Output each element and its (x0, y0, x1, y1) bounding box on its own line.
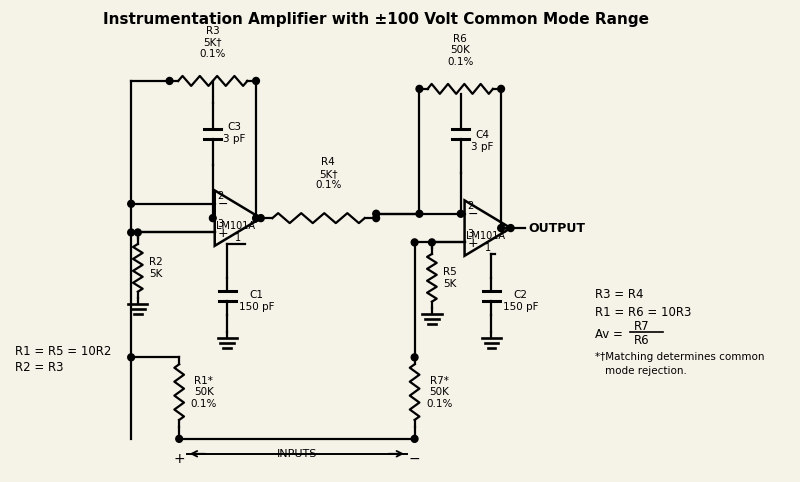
Circle shape (373, 214, 379, 222)
Circle shape (416, 85, 422, 93)
Circle shape (166, 78, 173, 84)
Circle shape (411, 435, 418, 442)
Text: +: + (174, 452, 185, 466)
Circle shape (258, 214, 264, 222)
Text: 2: 2 (218, 191, 224, 201)
Text: R2
5K: R2 5K (150, 257, 163, 279)
Text: Av =: Av = (595, 328, 623, 341)
Text: R1 = R5 = 10R2: R1 = R5 = 10R2 (15, 345, 111, 358)
Text: C1
150 pF: C1 150 pF (238, 290, 274, 312)
Circle shape (416, 210, 422, 217)
Text: OUTPUT: OUTPUT (528, 222, 585, 235)
Text: *†Matching determines common: *†Matching determines common (595, 352, 765, 362)
Text: 1: 1 (485, 243, 490, 253)
Text: R6
50K
0.1%: R6 50K 0.1% (447, 34, 474, 67)
Circle shape (128, 229, 134, 236)
Text: R3 = R4: R3 = R4 (595, 288, 644, 301)
Text: 3: 3 (467, 229, 474, 240)
Circle shape (176, 435, 182, 442)
Text: 6: 6 (251, 215, 257, 225)
Circle shape (134, 229, 142, 236)
Text: −: − (467, 208, 478, 221)
Text: R2 = R3: R2 = R3 (15, 361, 63, 374)
Text: R3
5K†
0.1%: R3 5K† 0.1% (200, 26, 226, 59)
Text: R1 = R6 = 10R3: R1 = R6 = 10R3 (595, 306, 692, 319)
Text: LM101A: LM101A (216, 221, 255, 231)
Circle shape (498, 85, 505, 93)
Circle shape (429, 239, 435, 246)
Text: 3: 3 (218, 219, 224, 229)
Text: R6: R6 (634, 334, 650, 347)
Circle shape (210, 214, 216, 222)
Circle shape (411, 354, 418, 361)
Text: 2: 2 (467, 201, 474, 211)
Text: C3
3 pF: C3 3 pF (223, 122, 246, 144)
Text: R7*
50K
0.1%: R7* 50K 0.1% (426, 375, 453, 409)
Circle shape (253, 78, 259, 84)
Text: R4
5K†
0.1%: R4 5K† 0.1% (315, 157, 342, 190)
Circle shape (128, 354, 134, 361)
Text: LM101A: LM101A (466, 231, 505, 241)
Circle shape (411, 239, 418, 246)
Text: R1*
50K
0.1%: R1* 50K 0.1% (190, 375, 217, 409)
Circle shape (373, 210, 379, 217)
Circle shape (507, 225, 514, 231)
Text: −: − (218, 198, 228, 211)
Text: Instrumentation Amplifier with ±100 Volt Common Mode Range: Instrumentation Amplifier with ±100 Volt… (103, 12, 649, 27)
Circle shape (498, 225, 505, 231)
Text: +: + (218, 227, 228, 240)
Circle shape (253, 214, 259, 222)
Text: C2
150 pF: C2 150 pF (503, 290, 538, 312)
Text: R7: R7 (634, 320, 650, 333)
Text: −: − (409, 452, 421, 466)
Circle shape (128, 201, 134, 207)
Text: mode rejection.: mode rejection. (605, 366, 686, 376)
Circle shape (458, 210, 464, 217)
Text: 1: 1 (234, 233, 241, 243)
Text: C4
3 pF: C4 3 pF (471, 130, 494, 152)
Text: R5
5K: R5 5K (443, 267, 457, 289)
Text: 6: 6 (501, 225, 507, 235)
Text: INPUTS: INPUTS (277, 449, 317, 459)
Text: +: + (467, 237, 478, 250)
